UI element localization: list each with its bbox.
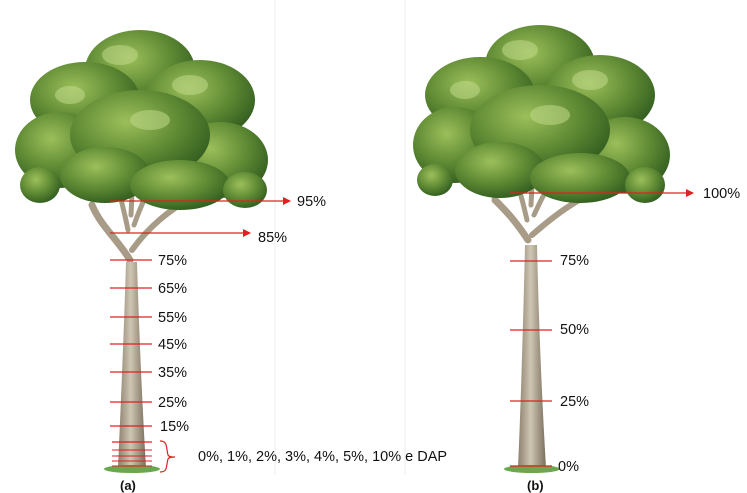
label-b-25: 25% (560, 394, 589, 410)
panel-a-markers: 95% 85% 75% 65% 55% 45% 35% 25% 15% 0%, … (110, 194, 447, 493)
panel-b-markers: 100% 75% 50% 25% 0% (b) (510, 186, 740, 493)
label-25: 25% (158, 395, 187, 411)
label-b-0: 0% (558, 459, 579, 475)
caption-a: (a) (120, 478, 136, 493)
tree-b-ground (504, 465, 560, 473)
caption-b: (b) (527, 478, 544, 493)
label-15: 15% (160, 419, 189, 435)
label-75: 75% (158, 253, 187, 269)
label-95: 95% (297, 194, 326, 210)
label-85: 85% (258, 230, 287, 246)
tree-a-highlights (55, 45, 208, 130)
label-100: 100% (703, 186, 740, 202)
label-b-75: 75% (560, 253, 589, 269)
label-base: 0%, 1%, 2%, 3%, 4%, 5%, 10% e DAP (198, 449, 447, 465)
label-65: 65% (158, 281, 187, 297)
label-35: 35% (158, 365, 187, 381)
label-45: 45% (158, 337, 187, 353)
tree-a-ground (104, 465, 160, 473)
tree-a-trunk (118, 262, 146, 468)
tree-b-highlights (450, 40, 608, 125)
label-55: 55% (158, 310, 187, 326)
tree-b-foliage (413, 25, 670, 203)
label-b-50: 50% (560, 322, 589, 338)
tree-b-trunk (518, 245, 546, 468)
base-brace (159, 440, 176, 473)
tree-a (15, 30, 268, 473)
tree-a-foliage (15, 30, 268, 210)
tree-b (413, 25, 670, 473)
